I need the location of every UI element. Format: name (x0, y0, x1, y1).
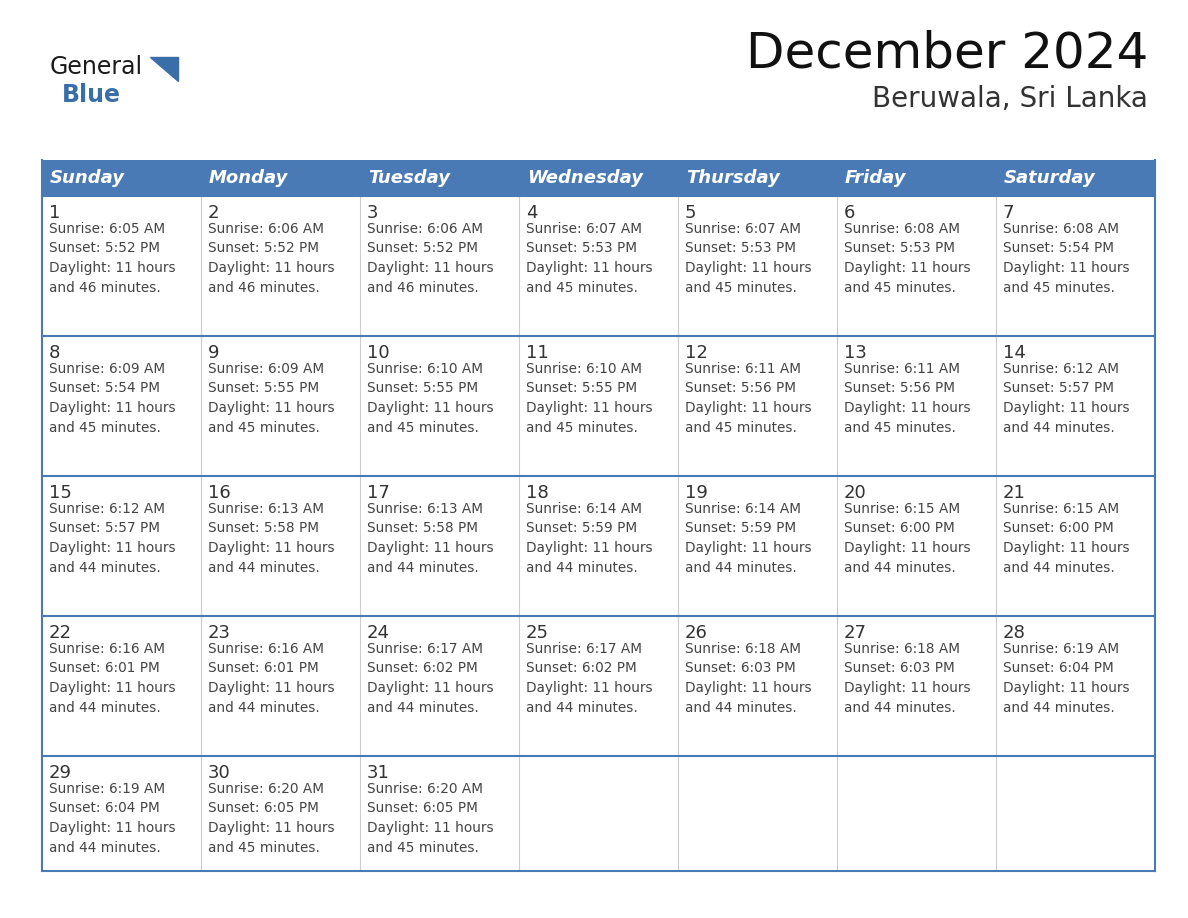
Text: General: General (50, 55, 143, 79)
Text: 6: 6 (843, 204, 855, 222)
Text: Monday: Monday (209, 169, 289, 187)
Text: Beruwala, Sri Lanka: Beruwala, Sri Lanka (872, 85, 1148, 113)
Text: Sunrise: 6:15 AM
Sunset: 6:00 PM
Daylight: 11 hours
and 44 minutes.: Sunrise: 6:15 AM Sunset: 6:00 PM Dayligh… (1003, 502, 1130, 575)
Text: Friday: Friday (845, 169, 906, 187)
Text: 20: 20 (843, 484, 867, 502)
Text: 17: 17 (367, 484, 390, 502)
Text: 10: 10 (367, 344, 390, 362)
Text: Sunrise: 6:14 AM
Sunset: 5:59 PM
Daylight: 11 hours
and 44 minutes.: Sunrise: 6:14 AM Sunset: 5:59 PM Dayligh… (526, 502, 652, 575)
Text: Sunrise: 6:10 AM
Sunset: 5:55 PM
Daylight: 11 hours
and 45 minutes.: Sunrise: 6:10 AM Sunset: 5:55 PM Dayligh… (526, 362, 652, 434)
Text: 5: 5 (685, 204, 696, 222)
Polygon shape (150, 57, 178, 81)
Text: 18: 18 (526, 484, 549, 502)
Text: 29: 29 (49, 764, 72, 782)
Text: Sunrise: 6:16 AM
Sunset: 6:01 PM
Daylight: 11 hours
and 44 minutes.: Sunrise: 6:16 AM Sunset: 6:01 PM Dayligh… (49, 642, 176, 714)
Text: Sunrise: 6:20 AM
Sunset: 6:05 PM
Daylight: 11 hours
and 45 minutes.: Sunrise: 6:20 AM Sunset: 6:05 PM Dayligh… (208, 782, 335, 855)
Text: 2: 2 (208, 204, 220, 222)
Text: Thursday: Thursday (685, 169, 779, 187)
Text: Sunrise: 6:18 AM
Sunset: 6:03 PM
Daylight: 11 hours
and 44 minutes.: Sunrise: 6:18 AM Sunset: 6:03 PM Dayligh… (685, 642, 811, 714)
Text: Sunrise: 6:07 AM
Sunset: 5:53 PM
Daylight: 11 hours
and 45 minutes.: Sunrise: 6:07 AM Sunset: 5:53 PM Dayligh… (526, 222, 652, 295)
Text: 31: 31 (367, 764, 390, 782)
Text: 16: 16 (208, 484, 230, 502)
Text: 30: 30 (208, 764, 230, 782)
Text: 22: 22 (49, 624, 72, 642)
Text: 12: 12 (685, 344, 708, 362)
Text: Blue: Blue (62, 83, 121, 107)
Text: Sunrise: 6:09 AM
Sunset: 5:54 PM
Daylight: 11 hours
and 45 minutes.: Sunrise: 6:09 AM Sunset: 5:54 PM Dayligh… (49, 362, 176, 434)
Text: 25: 25 (526, 624, 549, 642)
Text: Sunrise: 6:06 AM
Sunset: 5:52 PM
Daylight: 11 hours
and 46 minutes.: Sunrise: 6:06 AM Sunset: 5:52 PM Dayligh… (367, 222, 494, 295)
Text: 24: 24 (367, 624, 390, 642)
Text: 8: 8 (49, 344, 61, 362)
Text: 4: 4 (526, 204, 537, 222)
Text: Sunrise: 6:19 AM
Sunset: 6:04 PM
Daylight: 11 hours
and 44 minutes.: Sunrise: 6:19 AM Sunset: 6:04 PM Dayligh… (1003, 642, 1130, 714)
Text: Sunrise: 6:19 AM
Sunset: 6:04 PM
Daylight: 11 hours
and 44 minutes.: Sunrise: 6:19 AM Sunset: 6:04 PM Dayligh… (49, 782, 176, 855)
Text: Sunrise: 6:08 AM
Sunset: 5:54 PM
Daylight: 11 hours
and 45 minutes.: Sunrise: 6:08 AM Sunset: 5:54 PM Dayligh… (1003, 222, 1130, 295)
Text: Sunrise: 6:07 AM
Sunset: 5:53 PM
Daylight: 11 hours
and 45 minutes.: Sunrise: 6:07 AM Sunset: 5:53 PM Dayligh… (685, 222, 811, 295)
Text: Sunrise: 6:05 AM
Sunset: 5:52 PM
Daylight: 11 hours
and 46 minutes.: Sunrise: 6:05 AM Sunset: 5:52 PM Dayligh… (49, 222, 176, 295)
Text: Sunrise: 6:12 AM
Sunset: 5:57 PM
Daylight: 11 hours
and 44 minutes.: Sunrise: 6:12 AM Sunset: 5:57 PM Dayligh… (1003, 362, 1130, 434)
Text: Sunrise: 6:15 AM
Sunset: 6:00 PM
Daylight: 11 hours
and 44 minutes.: Sunrise: 6:15 AM Sunset: 6:00 PM Dayligh… (843, 502, 971, 575)
Text: 19: 19 (685, 484, 708, 502)
Text: Sunrise: 6:11 AM
Sunset: 5:56 PM
Daylight: 11 hours
and 45 minutes.: Sunrise: 6:11 AM Sunset: 5:56 PM Dayligh… (685, 362, 811, 434)
Text: 9: 9 (208, 344, 220, 362)
Text: 15: 15 (49, 484, 72, 502)
Text: Wednesday: Wednesday (527, 169, 643, 187)
Text: Sunrise: 6:17 AM
Sunset: 6:02 PM
Daylight: 11 hours
and 44 minutes.: Sunrise: 6:17 AM Sunset: 6:02 PM Dayligh… (526, 642, 652, 714)
Text: Sunrise: 6:11 AM
Sunset: 5:56 PM
Daylight: 11 hours
and 45 minutes.: Sunrise: 6:11 AM Sunset: 5:56 PM Dayligh… (843, 362, 971, 434)
Text: 27: 27 (843, 624, 867, 642)
Text: 11: 11 (526, 344, 549, 362)
Bar (42, 160, 1155, 196)
Text: 1: 1 (49, 204, 61, 222)
Text: 7: 7 (1003, 204, 1015, 222)
Text: 28: 28 (1003, 624, 1026, 642)
Text: Sunrise: 6:16 AM
Sunset: 6:01 PM
Daylight: 11 hours
and 44 minutes.: Sunrise: 6:16 AM Sunset: 6:01 PM Dayligh… (208, 642, 335, 714)
Text: Sunrise: 6:17 AM
Sunset: 6:02 PM
Daylight: 11 hours
and 44 minutes.: Sunrise: 6:17 AM Sunset: 6:02 PM Dayligh… (367, 642, 494, 714)
Text: Sunrise: 6:13 AM
Sunset: 5:58 PM
Daylight: 11 hours
and 44 minutes.: Sunrise: 6:13 AM Sunset: 5:58 PM Dayligh… (367, 502, 494, 575)
Text: Sunrise: 6:09 AM
Sunset: 5:55 PM
Daylight: 11 hours
and 45 minutes.: Sunrise: 6:09 AM Sunset: 5:55 PM Dayligh… (208, 362, 335, 434)
Text: Saturday: Saturday (1004, 169, 1095, 187)
Text: Sunday: Sunday (50, 169, 125, 187)
Text: 21: 21 (1003, 484, 1026, 502)
Text: 23: 23 (208, 624, 230, 642)
Text: 26: 26 (685, 624, 708, 642)
Text: Sunrise: 6:14 AM
Sunset: 5:59 PM
Daylight: 11 hours
and 44 minutes.: Sunrise: 6:14 AM Sunset: 5:59 PM Dayligh… (685, 502, 811, 575)
Text: Tuesday: Tuesday (368, 169, 450, 187)
Text: Sunrise: 6:13 AM
Sunset: 5:58 PM
Daylight: 11 hours
and 44 minutes.: Sunrise: 6:13 AM Sunset: 5:58 PM Dayligh… (208, 502, 335, 575)
Text: Sunrise: 6:08 AM
Sunset: 5:53 PM
Daylight: 11 hours
and 45 minutes.: Sunrise: 6:08 AM Sunset: 5:53 PM Dayligh… (843, 222, 971, 295)
Text: December 2024: December 2024 (746, 30, 1148, 78)
Text: 14: 14 (1003, 344, 1026, 362)
Text: Sunrise: 6:20 AM
Sunset: 6:05 PM
Daylight: 11 hours
and 45 minutes.: Sunrise: 6:20 AM Sunset: 6:05 PM Dayligh… (367, 782, 494, 855)
Text: 13: 13 (843, 344, 867, 362)
Text: 3: 3 (367, 204, 379, 222)
Text: Sunrise: 6:12 AM
Sunset: 5:57 PM
Daylight: 11 hours
and 44 minutes.: Sunrise: 6:12 AM Sunset: 5:57 PM Dayligh… (49, 502, 176, 575)
Text: Sunrise: 6:10 AM
Sunset: 5:55 PM
Daylight: 11 hours
and 45 minutes.: Sunrise: 6:10 AM Sunset: 5:55 PM Dayligh… (367, 362, 494, 434)
Text: Sunrise: 6:06 AM
Sunset: 5:52 PM
Daylight: 11 hours
and 46 minutes.: Sunrise: 6:06 AM Sunset: 5:52 PM Dayligh… (208, 222, 335, 295)
Text: Sunrise: 6:18 AM
Sunset: 6:03 PM
Daylight: 11 hours
and 44 minutes.: Sunrise: 6:18 AM Sunset: 6:03 PM Dayligh… (843, 642, 971, 714)
